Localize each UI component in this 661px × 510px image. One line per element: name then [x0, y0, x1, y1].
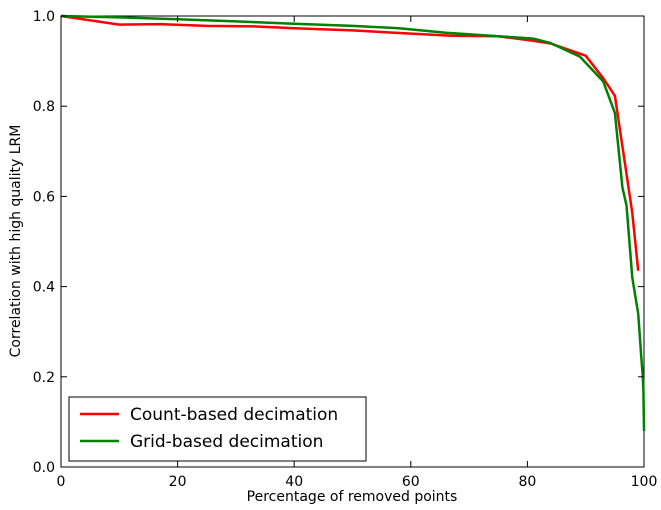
x-axis-label: Percentage of removed points — [247, 489, 458, 505]
y-axis-label: Correlation with high quality LRM — [8, 125, 24, 358]
series-line-0 — [60, 14, 640, 271]
y-axis-ticks: 0.0 0.2 0.4 0.6 0.8 1.0 — [33, 9, 644, 476]
y-tick-label: 0.6 — [33, 189, 55, 205]
y-tick-label: 0.2 — [33, 370, 55, 386]
legend-box — [68, 396, 367, 462]
x-tick-label: 100 — [631, 474, 658, 490]
plot-area — [60, 15, 645, 468]
legend-label-grid-based: Grid-based decimation — [130, 432, 323, 452]
plot-frame — [60, 15, 645, 468]
x-axis-ticks: 0 20 40 60 80 100 — [57, 16, 658, 490]
series-layer — [60, 14, 646, 431]
y-tick-label: 0.8 — [33, 99, 55, 115]
y-tick-label: 0.4 — [33, 280, 55, 296]
x-tick-label: 60 — [402, 474, 420, 490]
legend: Count-based decimation Grid-based decima… — [68, 396, 367, 462]
series-line-1 — [60, 14, 646, 431]
legend-label-count-based: Count-based decimation — [130, 405, 338, 425]
x-tick-label: 0 — [57, 474, 66, 490]
x-tick-label: 40 — [285, 474, 303, 490]
y-tick-label: 0.0 — [33, 460, 55, 476]
y-tick-label: 1.0 — [33, 9, 55, 25]
x-tick-label: 80 — [518, 474, 536, 490]
x-tick-label: 20 — [169, 474, 187, 490]
